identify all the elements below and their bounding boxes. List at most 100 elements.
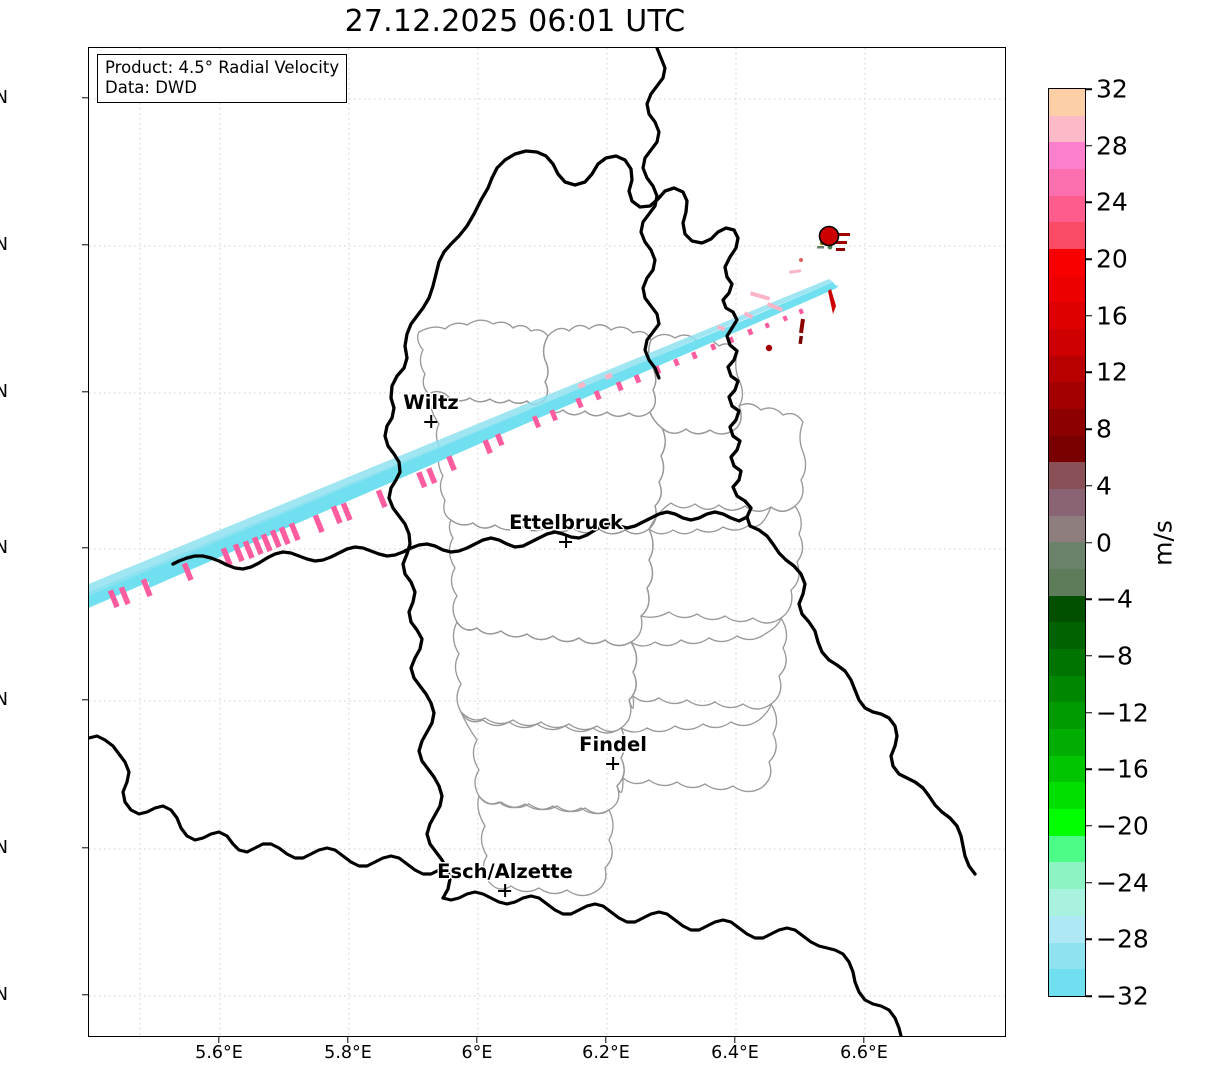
- colorbar-segment: [1049, 729, 1085, 756]
- x-tick-mark: [476, 1037, 478, 1043]
- colorbar-tick-label: −20: [1096, 811, 1149, 841]
- luxembourg-national-border: [171, 149, 977, 900]
- colorbar-tick-label: 8: [1096, 414, 1112, 444]
- colorbar-segment: [1049, 462, 1085, 490]
- colorbar-segment: [1049, 302, 1085, 330]
- colorbar-tick-label: 32: [1096, 74, 1128, 104]
- colorbar-segment: [1049, 169, 1085, 196]
- x-tick-mark: [863, 1037, 865, 1043]
- map-plot-area[interactable]: Product: 4.5° Radial Velocity Data: DWD …: [88, 47, 1006, 1037]
- colorbar-tick-mark: [1086, 88, 1092, 90]
- colorbar-tick-label: 24: [1096, 187, 1128, 217]
- colorbar-tick-mark: [1086, 768, 1092, 770]
- colorbar-tick-mark: [1086, 881, 1092, 884]
- colorbar-tick-label: 12: [1096, 357, 1128, 387]
- colorbar-tick-mark: [1086, 655, 1092, 657]
- x-tick-mark: [347, 1037, 349, 1043]
- neighbour-country-borders: [89, 48, 903, 1036]
- x-tick-mark: [734, 1037, 736, 1043]
- y-tick-mark: [82, 391, 88, 393]
- y-tick-mark: [82, 244, 88, 246]
- colorbar-tick-mark: [1086, 598, 1092, 600]
- colorbar-tick-label: −8: [1096, 641, 1133, 671]
- colorbar-unit-label: m/s: [1148, 520, 1178, 566]
- colorbar-tick-mark: [1086, 711, 1092, 714]
- colorbar-tick-label: 4: [1096, 471, 1112, 501]
- colorbar-segment: [1049, 489, 1085, 516]
- x-tick-label: 6.4°E: [711, 1043, 759, 1063]
- colorbar-segment: [1049, 89, 1085, 116]
- colorbar-tick-mark: [1086, 825, 1092, 827]
- colorbar-segment: [1049, 142, 1085, 170]
- colorbar-segment: [1049, 835, 1085, 863]
- colorbar-tick-label: 20: [1096, 244, 1128, 274]
- x-tick-label: 5.6°E: [195, 1043, 243, 1063]
- colorbar-tick-mark: [1086, 995, 1092, 997]
- product-line: Product: 4.5° Radial Velocity: [105, 58, 340, 77]
- colorbar-tick-label: −28: [1096, 924, 1149, 954]
- colorbar[interactable]: [1048, 88, 1086, 997]
- colorbar-segment: [1049, 275, 1085, 303]
- product-info-box: Product: 4.5° Radial Velocity Data: DWD: [97, 54, 348, 104]
- colorbar-tick-mark: [1086, 938, 1092, 941]
- canton-borders: [417, 319, 807, 897]
- colorbar-tick-label: −32: [1096, 981, 1149, 1011]
- colorbar-segment: [1049, 569, 1085, 596]
- colorbar-tick-label: 16: [1096, 301, 1128, 331]
- data-source-line: Data: DWD: [105, 78, 197, 98]
- y-tick-mark: [82, 847, 88, 849]
- colorbar-segment: [1049, 675, 1085, 703]
- colorbar-segment: [1049, 355, 1085, 383]
- y-tick-mark: [82, 97, 88, 99]
- x-tick-label: 6°E: [461, 1043, 493, 1063]
- colorbar-segment: [1049, 595, 1085, 623]
- y-tick-label: 49.95°N: [0, 382, 8, 402]
- colorbar-tick-mark: [1086, 258, 1092, 260]
- colorbar-segment: [1049, 942, 1085, 970]
- radar-velocity-band: [89, 279, 839, 608]
- colorbar-segment: [1049, 115, 1085, 143]
- colorbar-tick-mark: [1086, 201, 1092, 204]
- colorbar-segment: [1049, 702, 1085, 730]
- y-tick-mark: [82, 699, 88, 701]
- colorbar-tick-mark: [1086, 144, 1092, 147]
- colorbar-tick-label: −4: [1096, 584, 1133, 614]
- colorbar-segment: [1049, 862, 1085, 890]
- x-tick-label: 5.8°E: [324, 1043, 372, 1063]
- page-title: 27.12.2025 06:01 UTC: [344, 4, 686, 39]
- colorbar-tick-mark: [1086, 541, 1092, 544]
- colorbar-segment: [1049, 782, 1085, 810]
- colorbar-segment: [1049, 249, 1085, 276]
- y-tick-label: 49.65°N: [0, 690, 8, 710]
- x-tick-label: 6.2°E: [582, 1043, 630, 1063]
- colorbar-segment: [1049, 809, 1085, 836]
- y-tick-mark: [82, 547, 88, 549]
- colorbar-tick-mark: [1086, 428, 1092, 430]
- colorbar-tick-mark: [1086, 315, 1092, 317]
- colorbar-segment: [1049, 435, 1085, 463]
- colorbar-segment: [1049, 622, 1085, 650]
- colorbar-segment: [1049, 889, 1085, 916]
- colorbar-tick-mark: [1086, 371, 1092, 374]
- colorbar-segment: [1049, 969, 1085, 996]
- x-tick-mark: [605, 1037, 607, 1043]
- y-tick-label: 49.5°N: [0, 838, 8, 858]
- colorbar-tick-label: −24: [1096, 868, 1149, 898]
- colorbar-tick-label: −12: [1096, 698, 1149, 728]
- colorbar-segment: [1049, 755, 1085, 783]
- y-tick-label: 50.25°N: [0, 88, 8, 108]
- colorbar-tick-mark: [1086, 485, 1092, 487]
- x-tick-mark: [218, 1037, 220, 1043]
- outbound-velocity-dashes: [107, 269, 804, 609]
- map-canvas: [89, 48, 1005, 1036]
- colorbar-segment: [1049, 409, 1085, 436]
- colorbar-segment: [1049, 329, 1085, 356]
- y-tick-label: 49.8°N: [0, 538, 8, 558]
- y-tick-mark: [82, 994, 88, 996]
- colorbar-segment: [1049, 649, 1085, 676]
- y-tick-label: 49.35°N: [0, 985, 8, 1005]
- colorbar-tick-label: 28: [1096, 131, 1128, 161]
- colorbar-segment: [1049, 222, 1085, 250]
- x-tick-label: 6.6°E: [840, 1043, 888, 1063]
